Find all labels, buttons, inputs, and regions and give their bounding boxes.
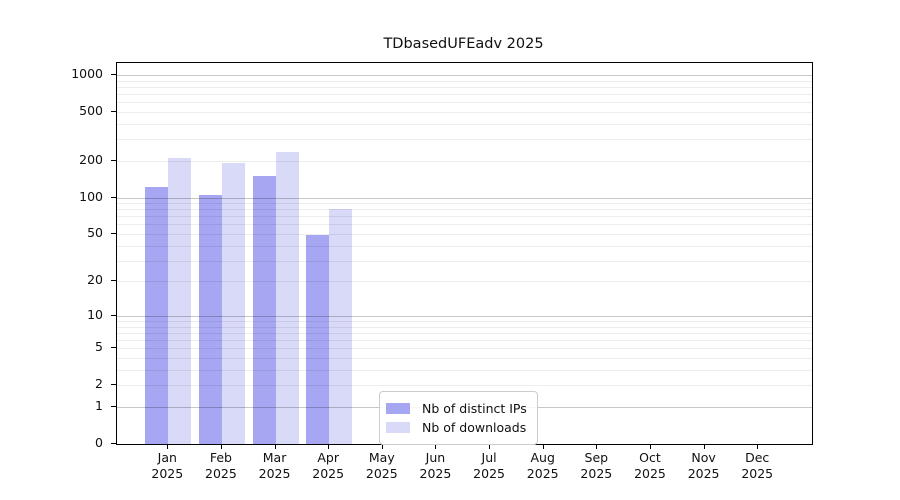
x-tick [220, 444, 222, 449]
x-tick-label-year: 2025 [473, 465, 505, 481]
x-tick-label-year: 2025 [365, 465, 398, 481]
x-tick-label: Mar 2025 [243, 450, 307, 481]
y-tick [111, 232, 116, 234]
x-tick-label: Jul 2025 [457, 450, 521, 481]
y-tick-label: 5 [95, 339, 103, 355]
gridline-minor [117, 102, 812, 104]
y-tick-label: 0 [95, 435, 103, 450]
bar-distinct-ips [252, 176, 276, 444]
y-tick [111, 74, 116, 75]
bar-distinct-ips [306, 235, 330, 444]
y-tick [111, 110, 116, 112]
x-tick-label: Aug 2025 [511, 450, 575, 481]
legend-label-distinct-ips: Nb of distinct IPs [422, 401, 527, 416]
legend-swatch-distinct-ips [386, 403, 410, 414]
bar-downloads [329, 208, 353, 444]
x-tick [542, 444, 544, 449]
x-tick-label-year: 2025 [580, 465, 613, 481]
x-tick-label-month: May [368, 450, 395, 465]
y-tick [111, 314, 116, 316]
x-tick-label: Sep 2025 [564, 450, 628, 481]
x-tick-label: Jan 2025 [135, 450, 199, 481]
y-tick-label: 500 [79, 102, 103, 118]
legend: Nb of distinct IPs Nb of downloads [379, 391, 538, 445]
y-tick [111, 443, 116, 444]
x-tick-label-year: 2025 [151, 465, 184, 481]
chart-title: TDbasedUFEadv 2025 [383, 36, 544, 52]
y-tick-label: 1000 [71, 66, 103, 81]
gridline-minor [117, 112, 812, 113]
x-tick-label-year: 2025 [258, 465, 291, 481]
gridline-minor [117, 80, 812, 82]
x-tick [167, 444, 169, 449]
x-tick-label-month: Jun [425, 450, 446, 465]
bar-downloads [221, 163, 245, 444]
x-tick-label: Oct 2025 [618, 450, 682, 481]
x-tick-label-year: 2025 [205, 465, 237, 481]
x-tick-label-year: 2025 [634, 465, 666, 481]
gridline-minor [117, 86, 812, 88]
x-tick-label-year: 2025 [526, 465, 559, 481]
x-tick [274, 444, 276, 449]
x-tick-label-month: Jul [481, 450, 497, 465]
x-tick-label: Dec 2025 [725, 450, 789, 481]
legend-row-distinct-ips: Nb of distinct IPs [386, 400, 527, 417]
gridline-minor [117, 139, 812, 141]
legend-label-downloads: Nb of downloads [422, 420, 527, 435]
x-tick-label-month: Nov [691, 450, 716, 465]
y-tick-label: 1 [95, 397, 103, 413]
x-tick-label: Nov 2025 [672, 450, 736, 481]
x-tick [328, 444, 330, 449]
x-tick [757, 444, 759, 449]
x-tick [489, 444, 491, 449]
y-tick [111, 196, 116, 198]
legend-row-downloads: Nb of downloads [386, 419, 527, 436]
legend-swatch-downloads [386, 422, 410, 433]
x-tick-label: Apr 2025 [296, 450, 360, 481]
x-tick-label: May 2025 [350, 450, 414, 481]
x-tick [381, 444, 383, 449]
y-tick [111, 280, 116, 282]
y-tick-label: 10 [87, 306, 103, 322]
x-tick-label-year: 2025 [312, 465, 345, 481]
y-tick-label: 100 [79, 188, 103, 204]
bar-distinct-ips [145, 186, 169, 444]
x-tick [703, 444, 705, 449]
x-tick [649, 444, 651, 449]
x-tick-label-year: 2025 [419, 465, 452, 481]
gridline-major [117, 75, 812, 76]
x-tick [435, 444, 437, 449]
x-tick-label-month: Sep [584, 450, 609, 465]
gridline-minor [117, 123, 812, 125]
x-tick-label-month: Dec [745, 450, 770, 465]
x-tick-label-year: 2025 [687, 465, 720, 481]
gridline-minor [117, 160, 812, 162]
x-tick-label: Jun 2025 [403, 450, 467, 481]
x-tick-label-month: Mar [262, 450, 287, 465]
x-tick-label-year: 2025 [741, 465, 774, 481]
x-tick-label-month: Feb [209, 450, 232, 465]
x-tick-label-month: Oct [639, 450, 661, 465]
y-tick [111, 384, 116, 386]
y-tick-label: 2 [95, 376, 103, 392]
y-tick [111, 405, 116, 407]
gridline-minor [117, 94, 812, 95]
y-tick-label: 50 [87, 224, 103, 240]
bar-downloads [275, 152, 299, 444]
plot-area [116, 62, 813, 445]
x-tick-label: Feb 2025 [189, 450, 253, 481]
x-tick-label-month: Apr [317, 450, 339, 465]
x-tick-label-month: Aug [530, 450, 555, 465]
x-tick [596, 444, 598, 449]
bar-distinct-ips [198, 195, 222, 444]
bar-downloads [168, 158, 192, 444]
y-tick [111, 347, 116, 349]
y-tick-label: 20 [87, 272, 103, 288]
y-tick-label: 200 [79, 151, 103, 167]
x-tick-label-month: Jan [157, 450, 177, 465]
y-tick [111, 159, 116, 161]
